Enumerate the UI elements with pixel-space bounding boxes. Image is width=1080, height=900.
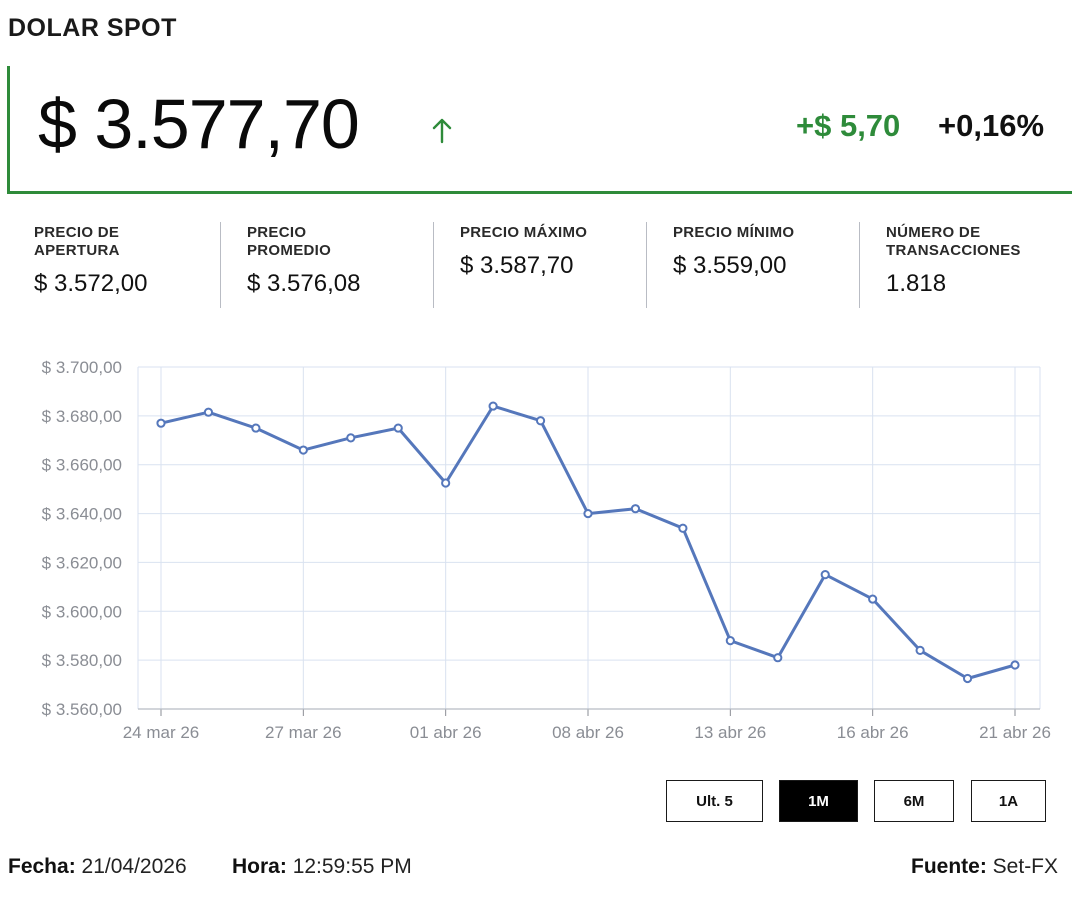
data-point — [868, 594, 878, 604]
data-point — [441, 478, 451, 488]
data-point — [583, 508, 593, 519]
arrow-up-icon — [432, 118, 452, 144]
chart-grid — [137, 366, 1041, 710]
y-tick-label: $ 3.580,00 — [42, 651, 122, 670]
data-point — [156, 418, 166, 428]
x-tick-label: 27 mar 26 — [265, 723, 342, 742]
stat-opening-price: PRECIO DE APERTURA $ 3.572,00 — [8, 222, 220, 308]
range-button-6m[interactable]: 6M — [874, 780, 954, 822]
stat-label: NÚMERO DE TRANSACCIONES — [886, 224, 1021, 259]
source-label: Fuente: — [911, 855, 987, 878]
stats-row: PRECIO DE APERTURA $ 3.572,00 PRECIO PRO… — [8, 222, 1072, 308]
stat-value: $ 3.587,70 — [460, 252, 574, 279]
stat-label: PRECIO PROMEDIO — [247, 224, 332, 259]
stat-value: $ 3.559,00 — [673, 252, 787, 279]
price-line-chart: $ 3.560,00 $ 3.580,00 $ 3.600,00 $ 3.620,00… — [42, 358, 1051, 742]
chart-points — [156, 401, 1020, 684]
x-tick-label: 08 abr 26 — [552, 723, 624, 742]
x-tick-label: 21 abr 26 — [979, 723, 1051, 742]
data-point — [535, 416, 546, 426]
y-tick-label: $ 3.620,00 — [42, 553, 122, 572]
stat-max-price: PRECIO MÁXIMO $ 3.587,70 — [433, 222, 646, 308]
price-panel: $ 3.577,70 +$ 5,70 +0,16% — [7, 66, 1072, 194]
data-point — [820, 570, 830, 580]
x-tick-label: 16 abr 26 — [837, 723, 909, 742]
stat-value: 1.818 — [886, 270, 947, 297]
stat-label: PRECIO MÁXIMO — [460, 224, 588, 241]
stat-label: PRECIO MÍNIMO — [673, 224, 795, 241]
data-point — [773, 653, 783, 663]
stat-value: $ 3.576,08 — [247, 270, 361, 297]
time-label: Hora: — [232, 855, 287, 878]
x-tick-label: 24 mar 26 — [123, 723, 200, 742]
data-point — [678, 523, 688, 533]
data-point — [251, 423, 261, 433]
data-point — [203, 407, 214, 417]
current-price: $ 3.577,70 — [38, 85, 360, 163]
footer-date: Fecha: 21/04/2026 — [8, 855, 187, 879]
page-title: DOLAR SPOT — [8, 14, 177, 42]
footer-time: Hora: 12:59:55 PM — [232, 855, 412, 879]
price-change-percent: +0,16% — [938, 108, 1045, 143]
x-tick-label: 01 abr 26 — [410, 723, 482, 742]
y-tick-label: $ 3.700,00 — [42, 358, 122, 377]
data-point — [630, 504, 641, 514]
date-value: 21/04/2026 — [81, 855, 187, 878]
range-button-1m[interactable]: 1M — [779, 780, 858, 822]
price-change-absolute: +$ 5,70 — [796, 108, 901, 143]
x-tick-label: 13 abr 26 — [694, 723, 766, 742]
data-point — [346, 433, 356, 443]
range-button-ult5[interactable]: Ult. 5 — [666, 780, 763, 822]
stat-value: $ 3.572,00 — [34, 270, 148, 297]
chart-axes: $ 3.560,00 $ 3.580,00 $ 3.600,00 $ 3.620,00… — [42, 358, 1051, 742]
range-selector: Ult. 5 1M 6M 1A — [0, 780, 1080, 824]
stat-min-price: PRECIO MÍNIMO $ 3.559,00 — [646, 222, 859, 308]
range-button-1a[interactable]: 1A — [971, 780, 1046, 822]
date-label: Fecha: — [8, 855, 76, 878]
data-point — [962, 673, 973, 684]
data-point — [1010, 660, 1020, 670]
stat-average-price: PRECIO PROMEDIO $ 3.576,08 — [220, 222, 433, 308]
stat-label: PRECIO DE APERTURA — [34, 224, 120, 259]
stat-transactions: NÚMERO DE TRANSACCIONES 1.818 — [859, 222, 1072, 308]
data-point — [298, 445, 308, 455]
y-tick-label: $ 3.600,00 — [42, 602, 122, 621]
data-point — [393, 423, 403, 433]
y-tick-label: $ 3.640,00 — [42, 505, 122, 524]
y-tick-label: $ 3.660,00 — [42, 456, 122, 475]
data-point — [488, 401, 498, 411]
y-tick-label: $ 3.560,00 — [42, 700, 122, 719]
source-value: Set-FX — [992, 855, 1059, 878]
footer-source: Fuente: Set-FX — [911, 855, 1058, 879]
data-point — [725, 636, 735, 646]
time-value: 12:59:55 PM — [292, 855, 412, 878]
data-point — [915, 645, 925, 655]
y-tick-label: $ 3.680,00 — [42, 407, 122, 426]
